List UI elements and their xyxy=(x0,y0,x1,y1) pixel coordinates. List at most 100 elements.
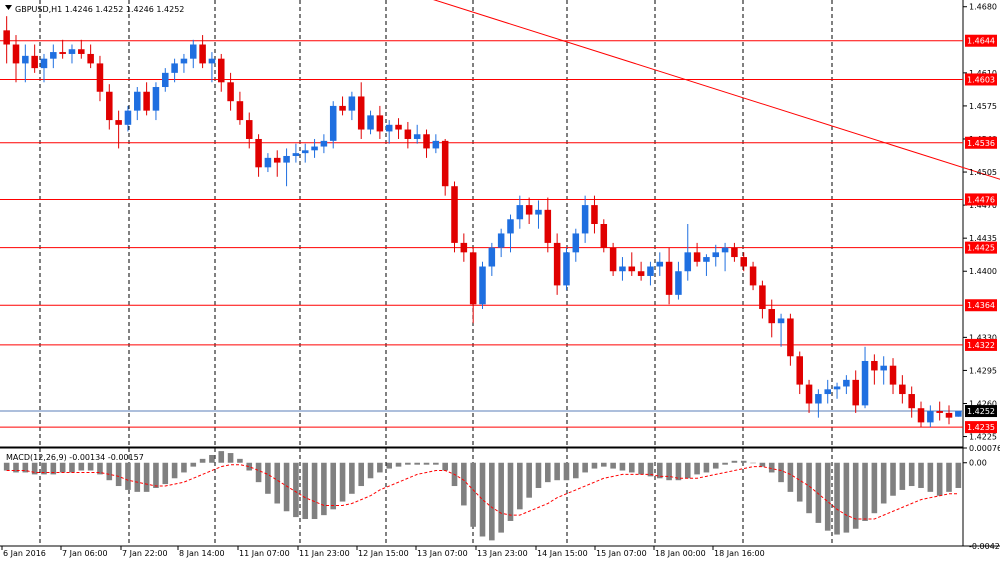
macd-bar xyxy=(171,462,178,479)
macd-indicator xyxy=(3,451,962,541)
price-axis[interactable]: 1.46801.46101.45751.45401.45051.44701.44… xyxy=(963,3,1000,551)
candle-body xyxy=(768,309,775,324)
macd-bar xyxy=(227,453,234,463)
macd-bar xyxy=(162,462,169,485)
macd-bar xyxy=(647,462,654,477)
candle-body xyxy=(236,101,244,121)
candle-body xyxy=(469,252,477,305)
candle-body xyxy=(917,408,925,423)
candle-body xyxy=(591,205,598,224)
x-tick-label: 6 Jan 2016 xyxy=(3,549,46,558)
y-tick-label: 1.4225 xyxy=(969,433,997,442)
x-tick-label: 18 Jan 00:00 xyxy=(655,549,706,558)
y-tick-label: 1.4680 xyxy=(969,3,997,12)
level-price-tag xyxy=(965,73,997,86)
candle-body xyxy=(609,247,617,272)
candle-body xyxy=(301,150,309,154)
candle-body xyxy=(637,271,645,276)
candle-body xyxy=(647,266,654,276)
x-tick-label: 12 Jan 15:00 xyxy=(358,549,409,558)
macd-bar xyxy=(834,462,840,535)
candle-body xyxy=(171,63,178,73)
level-price-tag xyxy=(965,338,997,351)
macd-bar xyxy=(274,462,281,504)
candle-body xyxy=(12,44,20,64)
level-price-label: 1.4235 xyxy=(967,423,995,432)
macd-bar xyxy=(209,454,215,463)
macd-bar xyxy=(311,462,318,520)
y-tick-label: 1.4470 xyxy=(969,201,997,210)
candle-body xyxy=(852,379,859,406)
macd-bar xyxy=(405,462,411,465)
candle-body xyxy=(395,124,402,130)
macd-bar xyxy=(927,462,934,492)
candle-body xyxy=(665,261,673,295)
candle-body xyxy=(22,55,29,64)
candle-body xyxy=(199,44,206,64)
macd-bar xyxy=(880,462,887,504)
candle-body xyxy=(815,394,822,404)
candle-body xyxy=(899,384,906,395)
candle-body xyxy=(656,261,664,267)
x-tick-label: 18 Jan 16:00 xyxy=(714,549,765,558)
macd-bar xyxy=(293,462,299,518)
macd-bar xyxy=(237,458,243,463)
macd-bar xyxy=(31,462,38,475)
candle-body xyxy=(787,318,794,357)
candle-body xyxy=(68,49,76,54)
candle-body xyxy=(59,52,66,54)
candle-body xyxy=(553,242,561,286)
y-tick-label: 1.4260 xyxy=(969,399,997,408)
macd-bar xyxy=(143,462,150,492)
candle-body xyxy=(348,96,356,111)
macd-bar xyxy=(824,462,831,531)
macd-bar xyxy=(321,462,327,516)
macd-bar xyxy=(591,462,598,469)
macd-bar xyxy=(750,462,756,464)
candle-body xyxy=(563,252,570,286)
macd-bar xyxy=(433,462,439,465)
candle-body xyxy=(936,411,943,413)
level-price-tag xyxy=(965,241,997,254)
candle-body xyxy=(460,242,468,253)
macd-bar xyxy=(628,462,635,473)
macd-bar xyxy=(918,462,924,488)
y-tick-label: 1.4330 xyxy=(969,333,997,342)
candle-body xyxy=(628,266,636,272)
macd-bar xyxy=(265,462,271,494)
candle-body xyxy=(721,247,729,253)
y-tick-label: 1.4505 xyxy=(969,168,997,177)
candle-body xyxy=(712,252,720,258)
macd-bar xyxy=(554,462,560,481)
candle-body xyxy=(497,233,505,248)
level-price-label: 1.4603 xyxy=(967,75,995,84)
macd-bar xyxy=(517,462,523,510)
macd-y-tick-label: 0.00076 xyxy=(969,444,1000,453)
macd-bar xyxy=(899,462,906,490)
macd-bar xyxy=(125,462,131,490)
candle-body xyxy=(488,247,496,267)
candle-body xyxy=(404,129,412,139)
macd-bar xyxy=(712,462,719,469)
macd-bar xyxy=(908,462,915,487)
candle-body xyxy=(143,91,150,111)
macd-bar xyxy=(815,462,822,523)
time-axis[interactable]: 6 Jan 2016 7 Jan 06:00 7 Jan 22:00 8 Jan 14… xyxy=(1,546,765,558)
macd-bar xyxy=(610,462,616,469)
candle-body xyxy=(945,412,953,418)
macd-bar xyxy=(535,462,542,488)
macd-bar xyxy=(600,462,607,467)
level-price-tag xyxy=(965,299,997,312)
macd-bar xyxy=(498,462,504,533)
x-tick-label: 13 Jan 07:00 xyxy=(417,549,468,558)
candle-body xyxy=(87,53,94,64)
macd-bar xyxy=(740,460,747,463)
macd-bar xyxy=(666,462,672,481)
candle-body xyxy=(423,134,430,149)
candle-body xyxy=(255,138,262,168)
macd-bar xyxy=(22,462,29,473)
vertical-gridlines xyxy=(0,0,1000,547)
candle-body xyxy=(796,356,803,385)
candle-body xyxy=(619,266,626,272)
candle-body xyxy=(684,252,692,272)
